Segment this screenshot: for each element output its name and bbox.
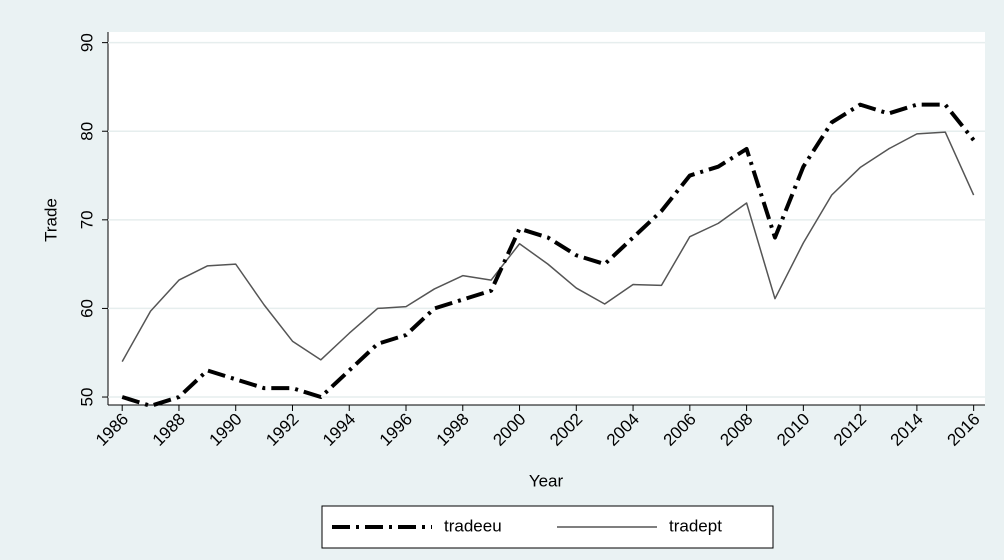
legend bbox=[321, 505, 774, 549]
y-tick-label: 90 bbox=[77, 33, 96, 52]
x-axis-label: Year bbox=[529, 471, 564, 490]
y-tick-label: 50 bbox=[77, 388, 96, 407]
y-tick-label: 70 bbox=[77, 210, 96, 229]
y-axis-label: Trade bbox=[41, 198, 60, 242]
y-tick-label: 80 bbox=[77, 122, 96, 141]
plot-area bbox=[108, 32, 985, 405]
y-tick-label: 60 bbox=[77, 299, 96, 318]
legend-label: tradeeu bbox=[444, 516, 502, 535]
legend-label: tradept bbox=[669, 516, 722, 535]
line bbox=[121, 102, 976, 408]
line bbox=[121, 131, 975, 362]
